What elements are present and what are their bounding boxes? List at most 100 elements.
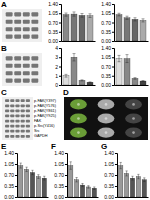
y-tick: 0.70 <box>101 20 114 26</box>
bar <box>132 78 138 85</box>
y-tick-mark <box>112 85 114 86</box>
cell <box>70 128 87 138</box>
bar <box>86 187 90 197</box>
blot-band <box>10 135 14 138</box>
y-tick-mark <box>112 76 114 77</box>
error-bar <box>120 162 122 168</box>
y-axis: 0.00 0.35 0.70 1.05 1.40 <box>4 150 17 200</box>
y-tick: 0.70 <box>4 172 17 178</box>
blot-band <box>6 64 13 68</box>
y-tick-mark <box>112 4 114 5</box>
nucleus <box>105 117 108 120</box>
y-tick: 0.35 <box>101 29 114 35</box>
y-tick-mark <box>112 13 114 14</box>
bar <box>63 76 69 85</box>
bar <box>71 57 77 85</box>
x-axis-line <box>68 197 99 198</box>
x-axis <box>62 41 96 42</box>
y-tick: 0.35 <box>4 183 17 189</box>
error-bar <box>25 167 27 171</box>
blot-band <box>31 56 38 60</box>
y-tick-mark <box>115 175 117 176</box>
y-tick-label: 0 <box>55 82 58 88</box>
blot-band <box>14 20 21 24</box>
blot-band <box>5 120 9 123</box>
blot-band <box>10 130 14 133</box>
x-axis <box>62 85 96 86</box>
x-axis <box>68 197 99 198</box>
y-tick-mark <box>115 186 117 187</box>
y-tick-label: 0.70 <box>104 172 114 178</box>
y-tick-label: 1.40 <box>104 150 114 156</box>
blot-band <box>5 115 9 118</box>
y-tick-label: 0.00 <box>104 194 114 200</box>
y-tick-label: 0.35 <box>54 183 64 189</box>
nucleus <box>132 117 135 120</box>
x-axis-line <box>118 197 149 198</box>
y-tick-mark <box>112 41 114 42</box>
blot-band <box>10 109 14 112</box>
cell <box>125 99 142 109</box>
bar <box>87 82 93 85</box>
y-tick-mark <box>15 197 17 198</box>
y-tick: 1.40 <box>101 45 114 51</box>
error-bar <box>93 187 95 190</box>
blot-band <box>6 71 13 75</box>
panel-label: B <box>1 44 7 53</box>
y-axis: 0.000.350.701.051.40 <box>48 1 61 44</box>
blot-band <box>5 125 9 128</box>
y-axis: 0.000.350.701.051.40 <box>101 1 114 44</box>
y-tick-mark <box>65 197 67 198</box>
blot-band <box>15 125 19 128</box>
bar <box>79 80 85 85</box>
bar <box>30 172 34 197</box>
error-bar <box>142 19 145 22</box>
plot <box>118 162 146 197</box>
y-tick: 1.05 <box>101 10 114 16</box>
y-tick-label: 1.05 <box>48 10 58 16</box>
blot-band <box>14 35 21 39</box>
blot-band <box>6 35 13 39</box>
y-tick: 1 <box>55 73 61 79</box>
blot-band <box>21 135 25 138</box>
y-tick: 0.35 <box>101 73 114 79</box>
nucleus <box>132 103 135 106</box>
blot-band <box>15 109 19 112</box>
blot-band <box>21 104 25 107</box>
bar <box>124 18 130 41</box>
y-tick: 2 <box>55 64 61 70</box>
blot-band <box>23 27 30 31</box>
y-tick: 0.35 <box>48 29 61 35</box>
y-tick: 0.00 <box>4 194 17 200</box>
blot-band <box>21 99 25 102</box>
blot-band <box>31 27 38 31</box>
y-axis: 0.000.350.701.051.40 <box>54 150 67 200</box>
error-bar <box>137 174 139 178</box>
y-tick: 1.40 <box>4 150 17 156</box>
error-bar <box>31 170 33 174</box>
blot-band <box>31 35 38 39</box>
blot-band <box>23 71 30 75</box>
error-bar <box>143 178 145 182</box>
blot-band <box>15 130 19 133</box>
y-axis-line <box>65 154 68 198</box>
blot-band <box>21 125 25 128</box>
y-tick-label: 0.35 <box>4 183 14 189</box>
y-tick-label: 1.05 <box>4 161 14 167</box>
cell <box>70 113 87 123</box>
blot-band <box>26 135 30 138</box>
blot-band <box>31 64 38 68</box>
blot-band <box>26 130 30 133</box>
blot-band <box>23 64 30 68</box>
blot-band <box>14 71 21 75</box>
error-bar <box>87 186 89 189</box>
nucleus <box>77 103 80 106</box>
cell <box>70 99 87 109</box>
bar <box>140 81 146 85</box>
y-tick-label: 1 <box>55 73 58 79</box>
bar <box>24 169 28 197</box>
y-tick-label: 0.70 <box>101 64 111 70</box>
blot-background <box>2 9 42 42</box>
y-tick-label: 1.05 <box>101 10 111 16</box>
bar <box>42 178 46 197</box>
